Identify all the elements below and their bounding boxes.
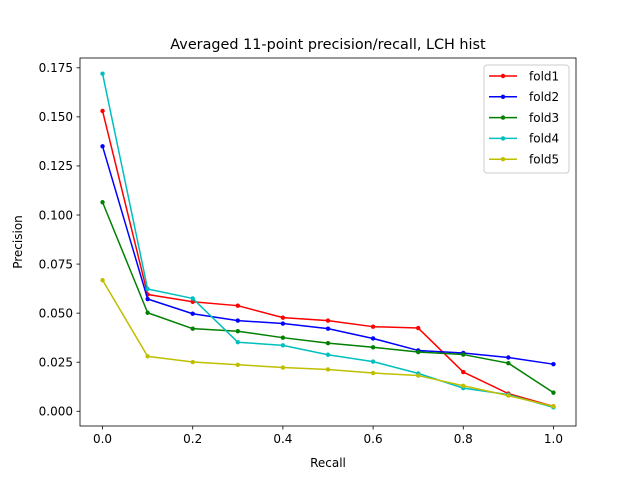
data-point	[506, 393, 511, 398]
data-point	[415, 349, 421, 355]
x-tick-label: 0.2	[183, 432, 202, 446]
legend-marker	[500, 136, 506, 141]
data-point	[145, 286, 150, 292]
x-tick-label: 1.0	[544, 432, 563, 446]
data-point	[190, 311, 195, 316]
legend-label: fold5	[529, 153, 559, 167]
legend-marker	[500, 73, 506, 79]
data-point	[100, 108, 105, 114]
data-point	[100, 200, 105, 205]
plot-content	[100, 71, 556, 410]
legend-label: fold1	[529, 69, 559, 83]
data-point	[235, 329, 241, 334]
data-point	[280, 343, 286, 348]
data-point	[235, 318, 241, 323]
y-tick-label: 0.000	[39, 405, 73, 419]
legend: fold1 fold2 fold3 fold4 fold5	[483, 64, 570, 174]
legend-marker	[500, 157, 506, 162]
x-tick-label: 0.6	[364, 432, 383, 446]
data-point	[325, 318, 331, 323]
x-tick-label: 0.4	[273, 432, 292, 446]
data-point	[235, 339, 241, 345]
data-point	[506, 360, 511, 366]
legend-item: fold4	[489, 132, 559, 146]
data-point	[415, 373, 421, 378]
data-point	[325, 367, 331, 372]
data-point	[370, 336, 376, 341]
data-point	[461, 383, 466, 388]
data-point	[100, 144, 105, 149]
y-tick-label: 0.125	[39, 159, 73, 173]
x-tick-label: 0.8	[454, 432, 473, 446]
series-fold3	[100, 200, 556, 395]
data-point	[235, 303, 241, 308]
data-point	[145, 296, 150, 302]
legend-marker	[500, 115, 506, 120]
series-fold5	[100, 277, 556, 409]
data-point	[190, 299, 195, 304]
legend-item: fold3	[489, 111, 559, 125]
data-point	[370, 359, 376, 364]
legend-item: fold5	[489, 153, 559, 167]
legend-label: fold4	[529, 132, 559, 146]
data-point	[370, 345, 376, 350]
y-axis-title: Precision	[11, 215, 25, 269]
data-point	[370, 324, 376, 329]
y-tick-label: 0.075	[39, 257, 73, 271]
data-point	[280, 315, 286, 320]
data-point	[145, 354, 150, 359]
data-point	[190, 359, 195, 365]
data-point	[551, 361, 556, 367]
x-tick-label: 0.0	[93, 432, 112, 446]
data-point	[325, 326, 331, 331]
data-point	[461, 369, 466, 375]
data-point	[235, 362, 241, 367]
data-point	[415, 325, 421, 331]
legend-frame	[483, 64, 570, 174]
data-point	[551, 390, 556, 395]
data-point	[325, 340, 331, 346]
legend-item: fold1	[489, 69, 559, 83]
data-point	[100, 277, 105, 283]
data-point	[280, 335, 286, 340]
data-point	[280, 365, 286, 370]
data-point	[370, 370, 376, 376]
legend-marker	[500, 94, 506, 100]
data-point	[145, 310, 150, 315]
y-tick-label: 0.025	[39, 356, 73, 370]
y-tick-label: 0.100	[39, 208, 73, 222]
y-tick-label: 0.150	[39, 110, 73, 124]
plot-frame	[79, 57, 577, 427]
data-point	[190, 296, 195, 301]
data-point	[190, 326, 195, 331]
data-point	[325, 352, 331, 357]
chart-title: Averaged 11-point precision/recall, LCH …	[170, 37, 486, 53]
data-point	[100, 71, 105, 76]
data-point	[506, 355, 511, 360]
series-fold1	[100, 108, 556, 409]
data-point	[551, 404, 556, 409]
legend-label: fold2	[529, 90, 559, 104]
data-point	[280, 321, 286, 326]
series-fold4	[100, 71, 556, 410]
y-tick-label: 0.050	[39, 306, 73, 320]
legend-item: fold2	[489, 90, 559, 104]
y-tick-label: 0.175	[39, 61, 73, 75]
data-point	[461, 352, 466, 357]
y-axis: 0.000 0.025 0.050 0.075 0.100 0.125 0.150 0.175	[39, 61, 80, 419]
x-axis-title: Recall	[310, 456, 346, 470]
legend-label: fold3	[529, 111, 559, 125]
x-axis: 0.0 0.2 0.4 0.6 0.8 1.0	[93, 426, 563, 446]
